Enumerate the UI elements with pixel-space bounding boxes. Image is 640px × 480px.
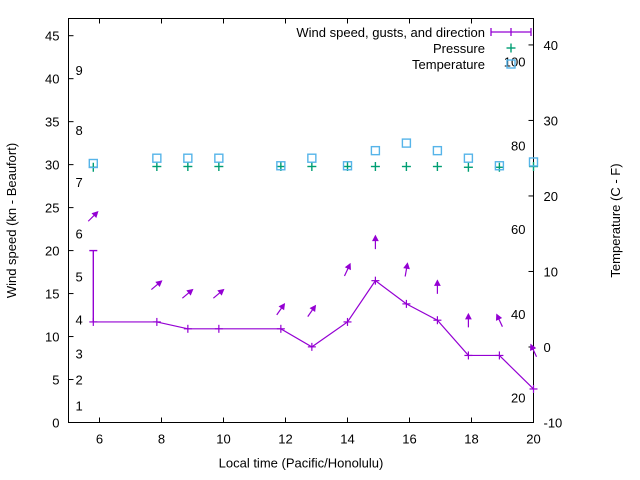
- y-tick-label: 35: [45, 115, 59, 130]
- wind-direction-arrow: [181, 288, 194, 299]
- beaufort-label: 3: [76, 347, 83, 362]
- temperature-point: [432, 145, 443, 156]
- beaufort-label: 6: [76, 226, 83, 241]
- y-tick-label: 40: [45, 72, 59, 87]
- y-tick-label: 20: [45, 244, 59, 259]
- pressure-point: [432, 162, 442, 172]
- wind-direction-arrow: [212, 288, 225, 299]
- temperature-point: [370, 145, 381, 156]
- pressure-point: [401, 162, 411, 172]
- legend-label-wind: Wind speed, gusts, and direction: [296, 25, 485, 40]
- wind-datapoint: [495, 351, 504, 360]
- wind-datapoint: [214, 324, 223, 333]
- x-tick-label: 18: [464, 432, 478, 447]
- temperature-point: [528, 157, 539, 167]
- wind-speed-line: [93, 279, 534, 390]
- fahrenheit-label: 80: [511, 138, 525, 153]
- pressure-point: [214, 162, 224, 172]
- temperature-point: [276, 161, 286, 171]
- wind-datapoint: [89, 249, 98, 326]
- temperature-point: [307, 153, 317, 163]
- x-tick-label: 8: [158, 432, 165, 447]
- x-tick-label: 16: [402, 432, 416, 447]
- pressure-point: [152, 162, 162, 172]
- y-axis-title: Wind speed (kn - Beaufort): [4, 143, 19, 298]
- wind-direction-arrow: [343, 262, 351, 277]
- beaufort-label: 8: [76, 123, 83, 138]
- plot-border: [68, 18, 534, 423]
- temperature-point: [88, 158, 99, 169]
- y2-tick-label: 40: [544, 38, 558, 53]
- wind-direction-arrow: [307, 304, 317, 317]
- wind-datapoint: [152, 317, 161, 326]
- wind-direction-arrow: [434, 279, 441, 294]
- temperature-point: [152, 153, 162, 163]
- temperature-point: [183, 153, 193, 163]
- beaufort-label: 9: [76, 63, 83, 78]
- wind-datapoint: [529, 384, 538, 393]
- x-tick-label: 20: [526, 432, 540, 447]
- pressure-point: [463, 162, 473, 172]
- x-tick-label: 12: [278, 432, 292, 447]
- temperature-point: [214, 153, 224, 163]
- beaufort-label: 2: [76, 373, 83, 388]
- y-tick-label: 0: [52, 416, 59, 431]
- fahrenheit-label: 60: [511, 222, 525, 237]
- x-tick-label: 10: [216, 432, 230, 447]
- y2-axis-title: Temperature (C - F): [608, 163, 623, 277]
- fahrenheit-label: 40: [511, 307, 525, 322]
- y2-tick-label: 30: [544, 113, 558, 128]
- temperature-point: [342, 161, 353, 171]
- wind-datapoint: [433, 316, 442, 325]
- pressure-point: [183, 162, 193, 172]
- wind-direction-arrow: [87, 211, 99, 222]
- x-tick-label: 14: [340, 432, 354, 447]
- y-tick-label: 5: [52, 373, 59, 388]
- beaufort-label: 5: [76, 269, 83, 284]
- wind-direction-arrow: [465, 312, 472, 328]
- wind-datapoint: [402, 299, 411, 308]
- wind-direction-arrow: [276, 303, 286, 316]
- wind-datapoint: [307, 342, 316, 351]
- wind-datapoint: [276, 324, 285, 333]
- y-tick-label: 30: [45, 158, 59, 173]
- pressure-point: [307, 162, 317, 172]
- temperature-point: [494, 161, 505, 171]
- legend-key-temperature: [506, 59, 516, 69]
- y2-tick-label: 0: [544, 340, 551, 355]
- beaufort-label: 7: [76, 175, 83, 190]
- wind-direction-arrow: [403, 262, 410, 277]
- wind-direction-arrow: [372, 234, 379, 250]
- legend-label-temperature: Temperature: [412, 57, 485, 72]
- x-axis-title: Local time (Pacific/Honolulu): [219, 456, 384, 471]
- wind-datapoint: [371, 276, 380, 285]
- y2-tick-label: 10: [544, 264, 558, 279]
- beaufort-label: 1: [76, 398, 83, 413]
- fahrenheit-label: 20: [511, 391, 525, 406]
- beaufort-label: 4: [76, 312, 83, 327]
- y-tick-label: 10: [45, 330, 59, 345]
- x-tick-label: 6: [96, 432, 103, 447]
- y2-tick-label: 20: [544, 189, 558, 204]
- y-tick-label: 45: [45, 29, 59, 44]
- y-tick-label: 25: [45, 201, 59, 216]
- wind-datapoint: [464, 351, 473, 360]
- temperature-point: [463, 153, 474, 163]
- wind-direction-arrow: [530, 343, 538, 358]
- wind-datapoint: [343, 317, 352, 326]
- y-tick-label: 15: [45, 287, 59, 302]
- pressure-point: [370, 162, 380, 172]
- wind-direction-arrow: [150, 280, 163, 291]
- y2-tick-label: -10: [544, 416, 563, 431]
- temperature-point: [401, 138, 412, 148]
- legend-label-pressure: Pressure: [433, 41, 485, 56]
- wind-direction-arrow: [495, 313, 503, 327]
- wind-datapoint: [183, 324, 192, 333]
